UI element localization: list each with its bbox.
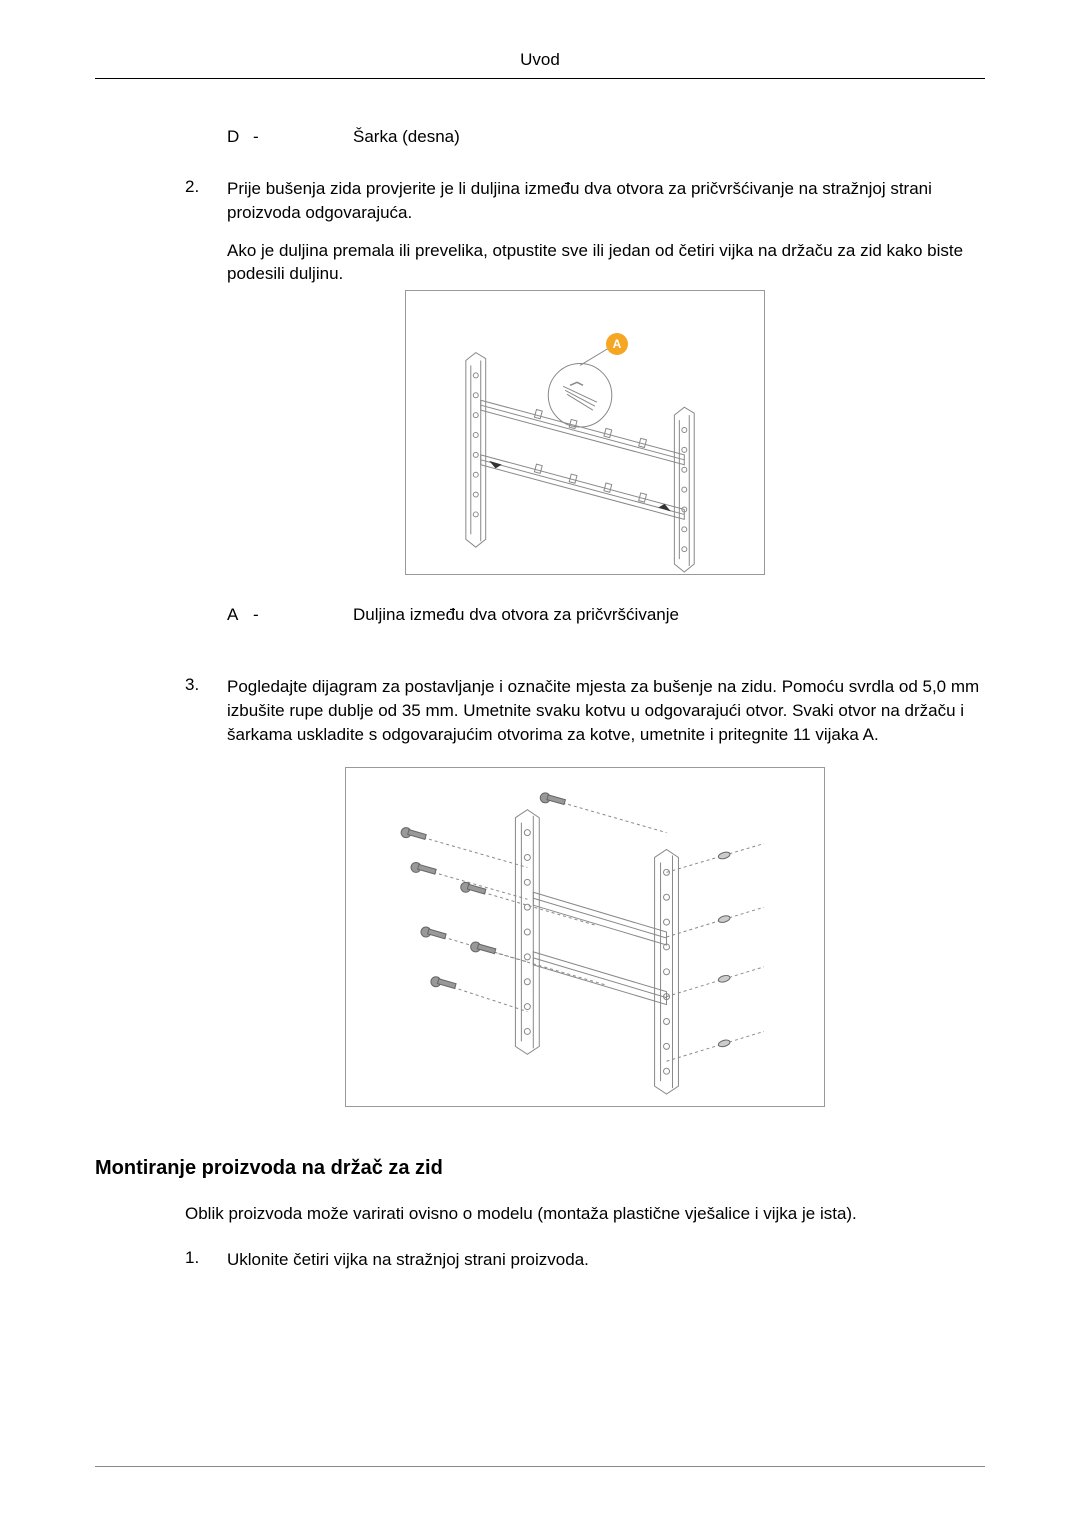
section2-step-1-number: 1. [185,1248,227,1272]
page-header: Uvod [95,50,985,79]
legend-d-label: D [227,127,253,147]
section-content: 1. Uklonite četiri vijka na stražnjoj st… [185,1248,985,1272]
section2-step-1: 1. Uklonite četiri vijka na stražnjoj st… [185,1248,985,1272]
legend-a-label: A [227,605,253,625]
section2-step-1-text: Uklonite četiri vijka na stražnjoj stran… [227,1248,589,1272]
section-intro: Oblik proizvoda može varirati ovisno o m… [185,1204,985,1224]
step-2-sub: Ako je duljina premala ili prevelika, ot… [227,239,985,287]
legend-a-row: A - Duljina između dva otvora za pričvrš… [227,605,985,625]
marker-a-label: A [613,337,622,351]
legend-d-dash: - [253,127,353,147]
step-3: 3. Pogledajte dijagram za postavljanje i… [185,675,985,746]
diagram-2-svg [346,768,824,1106]
diagram-2 [345,767,825,1107]
step-2: 2. Prije bušenja zida provjerite je li d… [185,177,985,225]
footer-divider [95,1466,985,1467]
legend-d-row: D - Šarka (desna) [227,127,985,147]
header-title: Uvod [520,50,560,69]
step-2-number: 2. [185,177,227,225]
legend-d-text: Šarka (desna) [353,127,460,147]
legend-a-dash: - [253,605,353,625]
step-2-text: Prije bušenja zida provjerite je li dulj… [227,177,985,225]
diagram-1-svg [406,291,764,574]
diagram-1: A [405,290,765,575]
legend-a-text: Duljina između dva otvora za pričvršćiva… [353,605,679,625]
step-3-number: 3. [185,675,227,746]
step-3-text: Pogledajte dijagram za postavljanje i oz… [227,675,985,746]
content-block: D - Šarka (desna) 2. Prije bušenja zida … [185,127,985,1107]
section-title: Montiranje proizvoda na držač za zid [95,1157,985,1180]
